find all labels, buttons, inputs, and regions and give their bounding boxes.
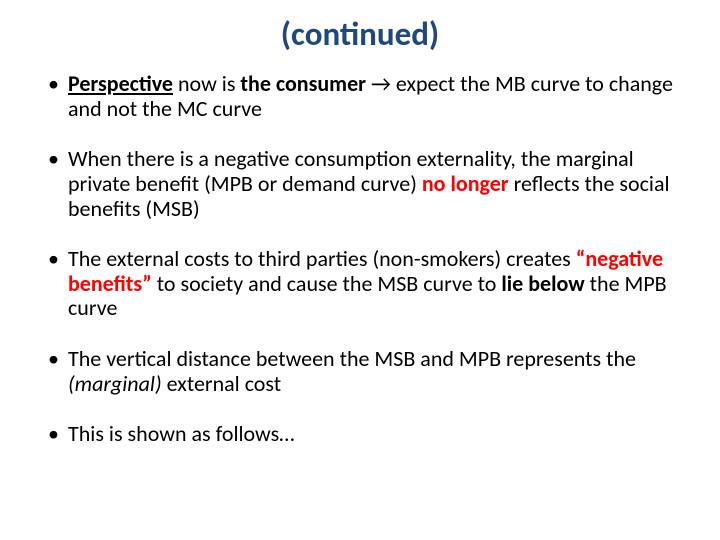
bullet-2: When there is a negative consumption ext…: [40, 147, 680, 221]
bullet-2-no-longer: no longer: [422, 170, 509, 197]
bullet-1-consumer: the consumer: [240, 70, 371, 97]
arrow-icon: →: [371, 70, 391, 97]
bullet-4-text-b: external cost: [162, 370, 282, 397]
bullet-4: The vertical distance between the MSB an…: [40, 347, 680, 396]
slide-title: (continued): [40, 14, 680, 54]
bullet-1-text-a: now is: [173, 70, 240, 97]
bullet-3-text-b: to society and cause the MSB curve to: [152, 270, 502, 297]
bullet-1-perspective: Perspective: [68, 70, 173, 97]
bullet-1: Perspective now is the consumer → expect…: [40, 72, 680, 121]
bullet-3: The external costs to third parties (non…: [40, 247, 680, 321]
bullet-list: Perspective now is the consumer → expect…: [40, 72, 680, 447]
bullet-3-lie-below: lie below: [501, 270, 584, 297]
bullet-5: This is shown as follows…: [40, 422, 680, 447]
bullet-3-text-a: The external costs to third parties (non…: [68, 245, 576, 272]
bullet-4-text-a: The vertical distance between the MSB an…: [68, 345, 636, 372]
bullet-4-marginal: (marginal): [68, 370, 162, 397]
bullet-5-text: This is shown as follows…: [68, 420, 294, 447]
slide: { "title": "(continued)", "title_color":…: [0, 0, 720, 540]
